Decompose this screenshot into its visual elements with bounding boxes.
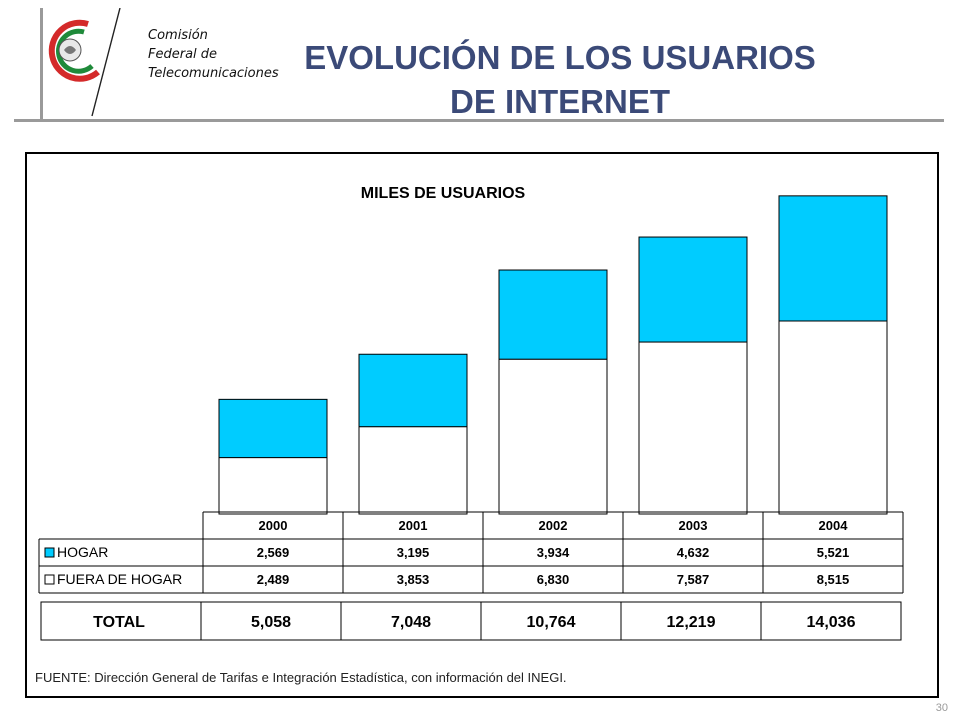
cofetel-logo: Comisión Federal de Telecomunicaciones — [40, 8, 279, 120]
table-cell: 3,853 — [397, 572, 430, 587]
page-title: EVOLUCIÓN DE LOS USUARIOS DE INTERNET — [240, 36, 880, 124]
table-header-2002: 2002 — [539, 518, 568, 533]
source-note: FUENTE: Dirección General de Tarifas e I… — [35, 670, 567, 685]
bar-fuera-de-hogar-2001 — [358, 426, 468, 515]
bars-layer — [218, 195, 888, 515]
page-title-line-2: DE INTERNET — [449, 83, 670, 120]
table-cell: 4,632 — [677, 545, 710, 560]
bar-hogar-2004 — [778, 195, 888, 322]
table-header-2001: 2001 — [399, 518, 428, 533]
table-cell: 7,587 — [677, 572, 710, 587]
table-cell: 8,515 — [817, 572, 850, 587]
total-value-2001: 7,048 — [391, 614, 431, 631]
table-cell: 2,569 — [257, 545, 290, 560]
bar-hogar-2001 — [358, 353, 468, 428]
logo-line-3: Telecomunicaciones — [148, 66, 279, 81]
table-cell: 5,521 — [817, 545, 850, 560]
slash-line — [91, 8, 121, 117]
bar-fuera-de-hogar-2000 — [218, 457, 328, 515]
legend-label-hogar: HOGAR — [57, 544, 108, 560]
logo-line-2: Federal de — [148, 47, 218, 62]
data-table: 2000 2001 2002 2003 2004 HOGAR 2,569 3,195 3,934… — [38, 511, 904, 641]
table-cell: 3,195 — [397, 545, 430, 560]
bar-hogar-2003 — [638, 236, 748, 343]
total-value-2000: 5,058 — [251, 614, 291, 631]
total-value-2004: 14,036 — [807, 614, 856, 631]
page-number: 30 — [935, 702, 948, 714]
table-cell: 3,934 — [537, 545, 570, 560]
table-header-2000: 2000 — [259, 518, 288, 533]
stacked-bar-chart: MILES DE USUARIOS 2000 2001 2002 2003 2004 HO… — [38, 185, 904, 641]
bar-fuera-de-hogar-2004 — [778, 320, 888, 515]
table-header-2003: 2003 — [679, 518, 708, 533]
chart-frame: MILES DE USUARIOS 2000 2001 2002 2003 2004 HO… — [25, 152, 939, 698]
bar-fuera-de-hogar-2002 — [498, 358, 608, 515]
logo-wordmark: Comisión Federal de Telecomunicaciones — [148, 26, 279, 83]
table-cell: 2,489 — [257, 572, 290, 587]
bar-hogar-2000 — [218, 398, 328, 459]
seal-icon — [48, 19, 100, 82]
logo-line-1: Comisión — [148, 28, 208, 43]
table-header-2004: 2004 — [819, 518, 849, 533]
legend-label-fuera-de-hogar: FUERA DE HOGAR — [57, 571, 182, 587]
bar-hogar-2002 — [498, 269, 608, 360]
legend-swatch-fuera-de-hogar — [44, 574, 55, 585]
header-horizontal-rule — [14, 119, 944, 122]
total-value-2002: 10,764 — [527, 614, 576, 631]
chart-title: MILES DE USUARIOS — [361, 185, 526, 202]
legend-swatch-hogar — [44, 547, 55, 558]
header-vertical-rule — [40, 8, 43, 120]
total-label: TOTAL — [93, 614, 145, 631]
page-title-line-1: EVOLUCIÓN DE LOS USUARIOS — [304, 39, 816, 76]
total-value-2003: 12,219 — [667, 614, 716, 631]
table-cell: 6,830 — [537, 572, 570, 587]
bar-fuera-de-hogar-2003 — [638, 341, 748, 515]
